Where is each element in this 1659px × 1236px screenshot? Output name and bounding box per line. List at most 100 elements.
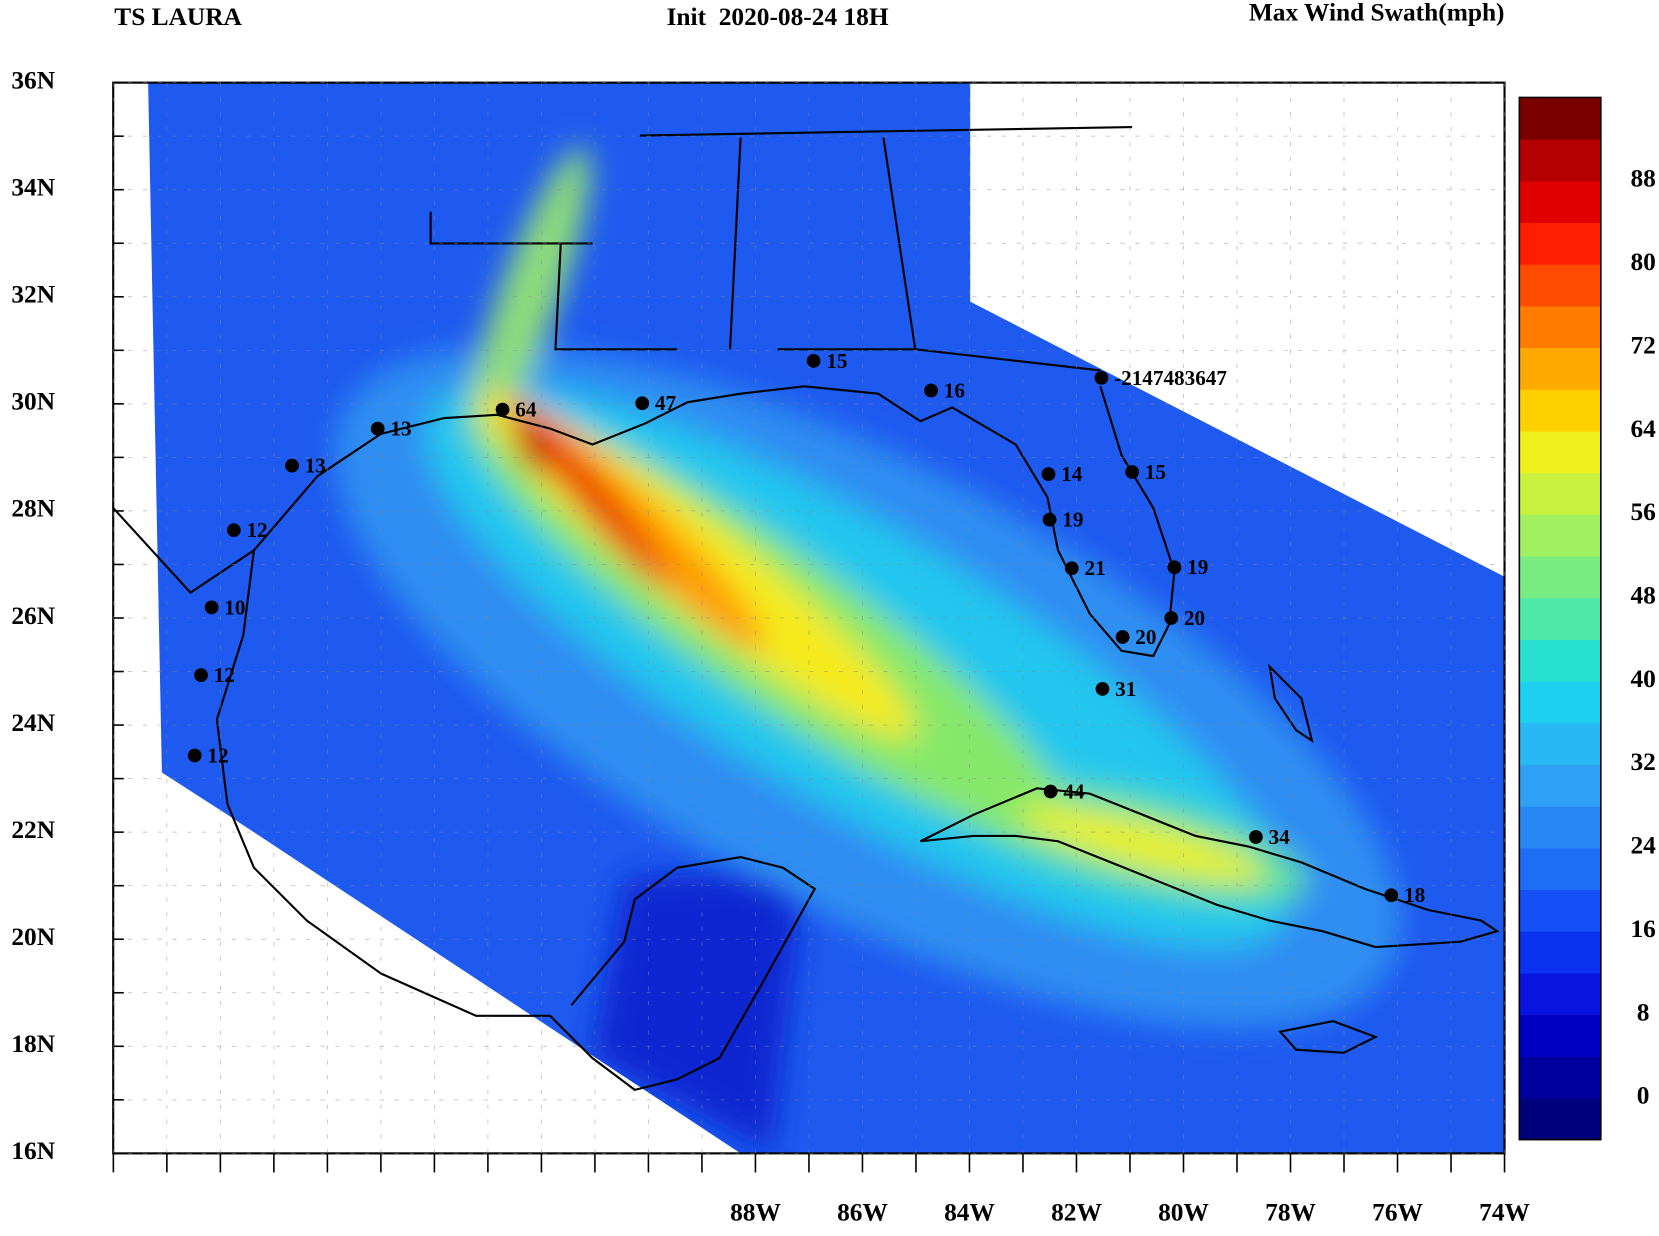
colorbar-label: 72 bbox=[1630, 331, 1655, 359]
station-dot bbox=[1041, 467, 1056, 481]
station-value: 15 bbox=[1145, 460, 1166, 484]
station-dot bbox=[924, 383, 938, 398]
swath-band bbox=[514, 414, 544, 475]
colorbar-bin bbox=[1519, 806, 1601, 849]
colorbar-bin bbox=[1519, 847, 1601, 891]
lat-label: 28N bbox=[11, 495, 55, 523]
colorbar-label: 16 bbox=[1630, 915, 1655, 943]
lon-label: 80W bbox=[1158, 1199, 1209, 1227]
colorbar-bin bbox=[1519, 597, 1601, 640]
init-time: Init 2020-08-24 18H bbox=[667, 3, 889, 31]
station-value: 12 bbox=[207, 744, 228, 768]
swath-band bbox=[468, 146, 591, 446]
station-value: 19 bbox=[1187, 555, 1208, 579]
station-dot bbox=[1064, 561, 1079, 576]
station-value: 15 bbox=[826, 349, 847, 373]
lon-label: 74W bbox=[1479, 1199, 1530, 1227]
colorbar-bin bbox=[1519, 139, 1601, 182]
station-dot bbox=[1249, 830, 1263, 844]
colorbar-label: 56 bbox=[1630, 498, 1655, 526]
lon-label: 82W bbox=[1051, 1199, 1102, 1227]
title: TS LAURA bbox=[114, 3, 242, 31]
lat-label: 22N bbox=[11, 816, 55, 844]
colorbar-bin bbox=[1519, 639, 1601, 682]
colorbar-bin bbox=[1519, 555, 1601, 599]
colorbar-label: 80 bbox=[1630, 248, 1655, 276]
station-value: 34 bbox=[1269, 825, 1291, 849]
colorbar-bin bbox=[1519, 931, 1601, 974]
station-dot bbox=[285, 458, 299, 473]
grid bbox=[112, 81, 1506, 1173]
colorbar-label: 8 bbox=[1637, 998, 1650, 1026]
station-dot bbox=[1042, 512, 1057, 527]
station-dot bbox=[806, 354, 821, 368]
lat-label: 20N bbox=[11, 923, 55, 951]
lon-label: 76W bbox=[1372, 1199, 1423, 1227]
colorbar-label: 64 bbox=[1630, 415, 1656, 443]
station-dot bbox=[1094, 370, 1109, 385]
colorbar-bin bbox=[1519, 764, 1601, 807]
lon-label: 78W bbox=[1265, 1199, 1316, 1227]
station-value: 21 bbox=[1084, 556, 1105, 580]
coastline bbox=[215, 550, 817, 1092]
colorbar-bin bbox=[1519, 389, 1601, 432]
station-dot bbox=[1167, 560, 1182, 575]
station-dot bbox=[635, 396, 650, 411]
colorbar-label: 0 bbox=[1637, 1082, 1650, 1110]
station-value: 10 bbox=[224, 595, 245, 619]
colorbar-label: 32 bbox=[1630, 748, 1655, 776]
station-dot bbox=[1384, 888, 1399, 903]
coastline bbox=[1268, 663, 1314, 744]
lat-label: 16N bbox=[11, 1137, 55, 1165]
colorbar-bin bbox=[1519, 472, 1601, 515]
swath-band bbox=[516, 407, 669, 588]
station-dot bbox=[1164, 611, 1179, 625]
colorbar-label: 88 bbox=[1630, 165, 1655, 193]
colorbar-bin bbox=[1519, 1014, 1601, 1057]
colorbar-bin bbox=[1519, 430, 1601, 474]
colorbar-frame bbox=[1518, 96, 1602, 1141]
station-value: 20 bbox=[1184, 606, 1205, 630]
lon-label: 86W bbox=[837, 1199, 888, 1227]
station-dot bbox=[187, 748, 202, 763]
lat-label: 24N bbox=[11, 709, 55, 737]
station-dot bbox=[1043, 784, 1058, 799]
lat-label: 30N bbox=[11, 388, 55, 416]
station-dot bbox=[495, 402, 510, 417]
station-dot bbox=[370, 421, 385, 436]
colorbar-bin bbox=[1519, 889, 1601, 932]
colorbar-bin bbox=[1519, 681, 1601, 724]
coastlines bbox=[112, 126, 1500, 1092]
station-value: 13 bbox=[305, 454, 326, 478]
station-dot bbox=[204, 600, 219, 615]
coastline bbox=[112, 385, 1176, 658]
station-dot bbox=[1095, 682, 1110, 696]
station-value: 13 bbox=[390, 417, 411, 441]
colorbar-bin bbox=[1519, 1097, 1601, 1141]
station-value: 12 bbox=[247, 518, 268, 542]
station-value: 64 bbox=[515, 398, 537, 422]
station-value: -2147483647 bbox=[1114, 366, 1227, 390]
station-dot bbox=[226, 523, 241, 538]
coastline bbox=[1278, 1020, 1379, 1054]
colorbar-bin bbox=[1519, 347, 1601, 390]
station-value: 47 bbox=[655, 391, 677, 415]
colorbar-bin bbox=[1519, 305, 1601, 349]
colorbar: 0 8 16 24 32 40 48 56 64 72 80 88 bbox=[1518, 96, 1656, 1141]
station-value: 14 bbox=[1061, 462, 1083, 486]
colorbar-label: 24 bbox=[1630, 832, 1656, 860]
colorbar-bin bbox=[1519, 514, 1601, 557]
station-value: 19 bbox=[1062, 508, 1083, 532]
lat-label: 18N bbox=[11, 1030, 55, 1058]
swath-band bbox=[1019, 806, 1267, 883]
station-dot bbox=[1125, 465, 1139, 479]
colorbar-bin bbox=[1519, 264, 1601, 307]
lat-label: 36N bbox=[11, 66, 55, 94]
station-value: 18 bbox=[1404, 883, 1425, 907]
colorbar-label: 48 bbox=[1630, 582, 1655, 610]
colorbar-bin bbox=[1519, 972, 1601, 1016]
lon-label: 88W bbox=[730, 1199, 781, 1227]
